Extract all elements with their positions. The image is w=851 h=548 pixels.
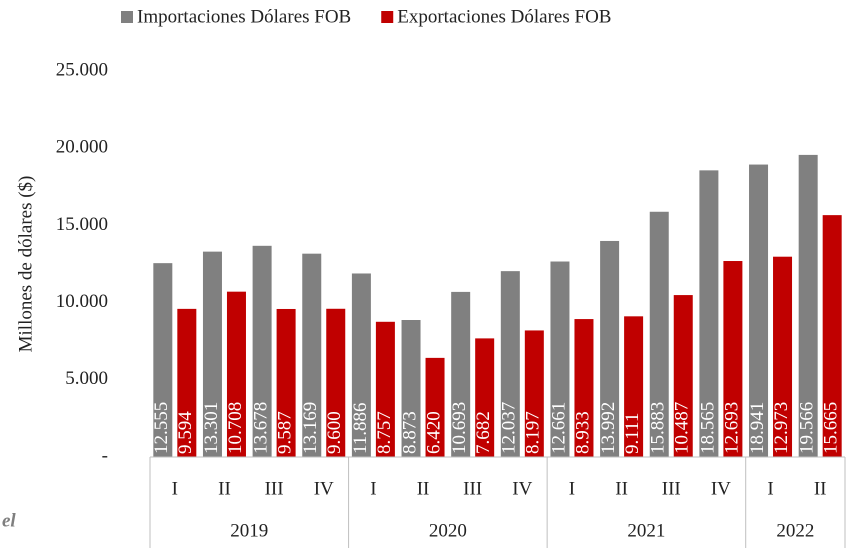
bar — [351, 273, 371, 457]
value-label: 12.693 — [721, 402, 742, 454]
value-label: 13.301 — [201, 402, 222, 454]
y-tick-label: 20.000 — [56, 137, 108, 158]
bar — [550, 261, 570, 457]
value-label: 15.665 — [821, 402, 842, 454]
bar — [500, 271, 520, 457]
bar — [773, 256, 793, 457]
bar — [451, 291, 471, 457]
value-label: 6.420 — [423, 411, 444, 454]
x-group-label: 2022 — [776, 520, 814, 541]
value-label: 7.682 — [473, 411, 494, 454]
bar — [524, 330, 544, 457]
y-tick-label: 25.000 — [56, 59, 108, 80]
y-tick-label: 10.000 — [56, 291, 108, 312]
bar — [475, 338, 495, 457]
legend-label: Importaciones Dólares FOB — [137, 6, 351, 27]
x-tick-label: III — [662, 478, 681, 499]
value-label: 15.883 — [648, 402, 669, 454]
x-tick-label: I — [767, 478, 773, 499]
x-tick-label: II — [814, 478, 827, 499]
bar — [401, 320, 421, 457]
value-label: 8.873 — [399, 411, 420, 454]
value-label: 19.566 — [797, 402, 818, 454]
x-tick-label: IV — [711, 478, 731, 499]
value-label: 8.933 — [572, 411, 593, 454]
x-tick-label: II — [218, 478, 231, 499]
bar — [326, 308, 346, 457]
bar — [252, 245, 272, 457]
x-tick-label: I — [172, 478, 178, 499]
x-group-label: 2019 — [230, 520, 268, 541]
bar — [624, 316, 644, 457]
bar — [226, 291, 246, 457]
bar — [425, 357, 445, 457]
bar — [302, 253, 322, 457]
bar — [153, 263, 173, 457]
x-tick-label: I — [370, 478, 376, 499]
bar — [749, 164, 769, 457]
x-tick-label: IV — [512, 478, 532, 499]
x-group-label: 2020 — [429, 520, 467, 541]
bar — [723, 261, 743, 457]
legend-swatch — [381, 11, 394, 23]
value-label: 8.197 — [523, 411, 544, 454]
value-label: 9.111 — [622, 413, 643, 454]
y-tick-label: 15.000 — [56, 214, 108, 235]
x-group-label: 2021 — [627, 520, 665, 541]
bar — [673, 295, 693, 457]
bar — [375, 321, 395, 457]
value-label: 12.661 — [548, 402, 569, 454]
y-axis-label: Millones de dólares ($) — [15, 176, 36, 353]
value-label: 18.565 — [697, 402, 718, 454]
value-label: 11.886 — [350, 402, 371, 454]
source-note: el — [2, 510, 16, 531]
value-label: 13.992 — [598, 402, 619, 454]
value-label: 10.693 — [449, 402, 470, 454]
bar — [798, 154, 818, 458]
y-tick-label: 5.000 — [65, 368, 108, 389]
legend-label: Exportaciones Dólares FOB — [397, 6, 611, 27]
x-tick-label: II — [615, 478, 628, 499]
x-tick-label: III — [265, 478, 284, 499]
value-label: 10.487 — [672, 402, 693, 454]
bar — [699, 170, 719, 458]
bar — [822, 215, 842, 457]
value-label: 13.678 — [250, 402, 271, 454]
value-label: 9.594 — [175, 411, 196, 454]
value-label: 13.169 — [300, 402, 321, 454]
x-tick-label: I — [569, 478, 575, 499]
bar — [600, 240, 620, 457]
bar — [649, 211, 669, 457]
bar — [276, 308, 296, 457]
value-label: 10.708 — [225, 402, 246, 454]
value-label: 8.757 — [374, 411, 395, 454]
x-tick-label: II — [417, 478, 430, 499]
bar — [574, 319, 594, 457]
value-label: 9.600 — [324, 411, 345, 454]
bar — [177, 308, 197, 457]
value-label: 12.555 — [151, 402, 172, 454]
value-label: 18.941 — [747, 402, 768, 454]
value-label: 9.587 — [274, 411, 295, 454]
x-tick-label: III — [463, 478, 482, 499]
bar — [202, 251, 222, 457]
legend-swatch — [121, 11, 133, 23]
value-label: 12.973 — [771, 402, 792, 454]
y-tick-label: - — [102, 445, 108, 466]
x-tick-label: IV — [314, 478, 334, 499]
value-label: 12.037 — [499, 402, 520, 454]
